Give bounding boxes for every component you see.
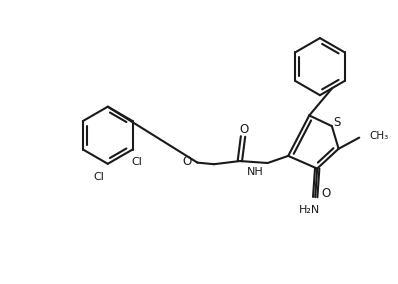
Text: NH: NH: [247, 167, 263, 177]
Text: H₂N: H₂N: [298, 205, 320, 215]
Text: Cl: Cl: [94, 172, 105, 182]
Text: O: O: [322, 187, 331, 200]
Text: CH₃: CH₃: [369, 131, 388, 141]
Text: O: O: [239, 123, 248, 136]
Text: Cl: Cl: [132, 157, 143, 168]
Text: O: O: [183, 154, 192, 168]
Text: S: S: [334, 116, 341, 129]
